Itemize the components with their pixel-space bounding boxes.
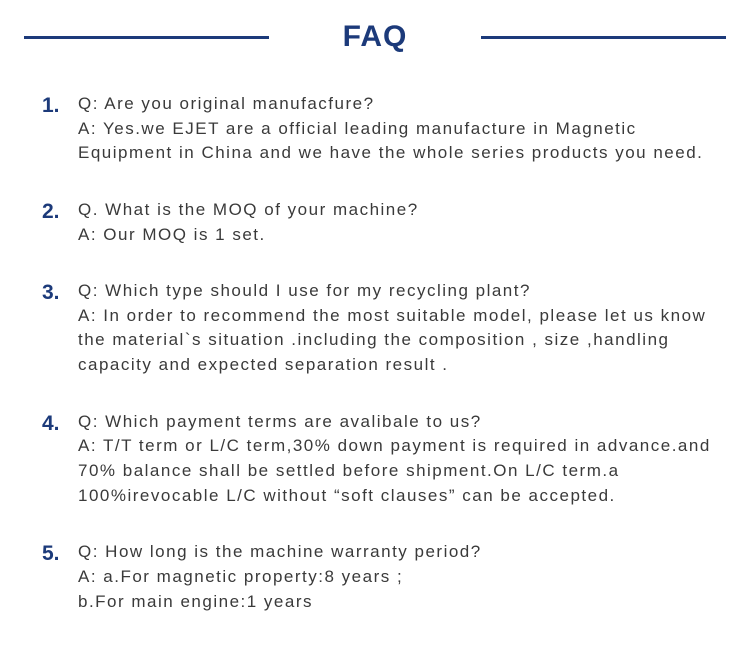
faq-content: Q. What is the MOQ of your machine? A: O… [72,198,726,247]
faq-answer: A: Yes.we EJET are a official leading ma… [78,117,726,166]
faq-item: 2. Q. What is the MOQ of your machine? A… [42,198,726,247]
faq-question: Q: How long is the machine warranty peri… [78,540,726,565]
faq-answer: A: Our MOQ is 1 set. [78,223,726,248]
faq-answer: A: a.For magnetic property:8 years ; b.F… [78,565,726,614]
faq-number: 3. [42,279,72,306]
page-title: FAQ [278,20,473,54]
faq-item: 5. Q: How long is the machine warranty p… [42,540,726,614]
faq-item: 1. Q: Are you original manufacfure? A: Y… [42,92,726,166]
faq-content: Q: How long is the machine warranty peri… [72,540,726,614]
header-line-right [481,36,726,39]
faq-question: Q: Which payment terms are avalibale to … [78,410,726,435]
faq-question: Q: Are you original manufacfure? [78,92,726,117]
faq-answer: A: T/T term or L/C term,30% down payment… [78,434,726,508]
faq-item: 4. Q: Which payment terms are avalibale … [42,410,726,509]
faq-number: 5. [42,540,72,567]
faq-answer: A: In order to recommend the most suitab… [78,304,726,378]
faq-list: 1. Q: Are you original manufacfure? A: Y… [24,92,726,614]
faq-content: Q: Are you original manufacfure? A: Yes.… [72,92,726,166]
faq-header: FAQ [24,20,726,54]
faq-question: Q. What is the MOQ of your machine? [78,198,726,223]
header-line-left [24,36,269,39]
faq-content: Q: Which payment terms are avalibale to … [72,410,726,509]
faq-content: Q: Which type should I use for my recycl… [72,279,726,378]
faq-number: 4. [42,410,72,437]
faq-number: 2. [42,198,72,225]
faq-question: Q: Which type should I use for my recycl… [78,279,726,304]
faq-item: 3. Q: Which type should I use for my rec… [42,279,726,378]
faq-number: 1. [42,92,72,119]
